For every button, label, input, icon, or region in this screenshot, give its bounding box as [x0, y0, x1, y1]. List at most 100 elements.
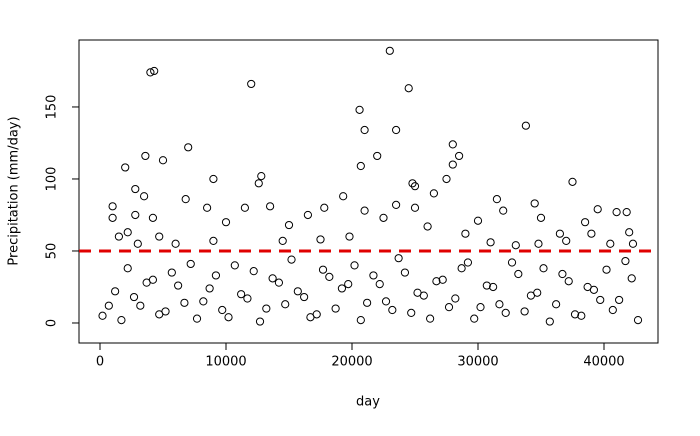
- point: [583, 282, 592, 292]
- point: [593, 205, 602, 214]
- point: [211, 271, 221, 280]
- point: [148, 213, 158, 222]
- point: [114, 232, 124, 241]
- point: [375, 279, 384, 289]
- point: [167, 268, 176, 277]
- point: [432, 277, 441, 286]
- point: [476, 303, 485, 312]
- point: [257, 171, 266, 181]
- point: [98, 311, 107, 320]
- point: [555, 229, 564, 238]
- point: [325, 272, 334, 281]
- point: [473, 216, 483, 225]
- point: [381, 297, 391, 306]
- point: [400, 268, 410, 277]
- point: [577, 311, 586, 320]
- point: [520, 307, 529, 316]
- point: [350, 261, 359, 270]
- point: [511, 241, 520, 250]
- point: [240, 203, 250, 212]
- point: [360, 125, 369, 135]
- point: [306, 313, 315, 322]
- point: [568, 177, 577, 186]
- point: [545, 317, 554, 326]
- point: [356, 161, 365, 171]
- point: [615, 295, 624, 305]
- point: [203, 203, 212, 212]
- x-tick-label: 40000: [583, 355, 624, 370]
- point: [150, 66, 159, 76]
- point: [612, 207, 621, 217]
- point: [180, 298, 189, 307]
- point: [224, 313, 233, 322]
- point: [492, 195, 501, 204]
- point: [278, 236, 287, 245]
- point: [530, 199, 539, 208]
- point: [237, 290, 246, 299]
- x-tick-label: 20000: [331, 355, 372, 370]
- point: [344, 279, 353, 289]
- point: [521, 121, 530, 130]
- point: [391, 125, 401, 135]
- point: [287, 255, 296, 264]
- point: [131, 184, 140, 194]
- point: [539, 264, 548, 273]
- point: [536, 213, 546, 222]
- point: [558, 269, 567, 279]
- point: [457, 264, 466, 273]
- point: [507, 258, 517, 267]
- point: [293, 287, 302, 296]
- y-tick-label: 150: [45, 95, 60, 120]
- point: [533, 288, 542, 297]
- point: [199, 297, 208, 306]
- point: [454, 151, 464, 161]
- point: [266, 202, 275, 211]
- point: [360, 206, 369, 215]
- point: [121, 163, 130, 172]
- y-tick-label: 100: [45, 167, 60, 192]
- point: [249, 267, 258, 276]
- point: [501, 308, 510, 318]
- point: [499, 206, 508, 215]
- point: [108, 202, 117, 211]
- point: [423, 222, 432, 231]
- point: [442, 174, 451, 184]
- point: [221, 218, 231, 227]
- point: [621, 256, 630, 266]
- point: [633, 316, 643, 325]
- point: [337, 284, 347, 293]
- point: [627, 274, 636, 283]
- point: [489, 282, 498, 292]
- point: [448, 140, 457, 149]
- point: [158, 156, 168, 165]
- point: [570, 310, 580, 319]
- point: [451, 294, 460, 303]
- point: [448, 160, 457, 169]
- point: [534, 239, 543, 248]
- point: [625, 228, 634, 237]
- point: [345, 232, 354, 241]
- x-tick-label: 0: [96, 355, 104, 370]
- point: [419, 291, 428, 300]
- point: [463, 258, 473, 267]
- point: [363, 298, 372, 307]
- point: [356, 316, 365, 325]
- point: [410, 203, 420, 212]
- point: [303, 210, 313, 220]
- point: [123, 228, 132, 237]
- point: [146, 68, 155, 77]
- point: [209, 236, 218, 245]
- x-tick-label: 10000: [205, 355, 246, 370]
- point: [564, 277, 573, 286]
- point: [429, 189, 438, 198]
- point: [444, 303, 454, 312]
- point: [404, 84, 413, 93]
- point: [385, 46, 394, 55]
- point: [254, 179, 263, 188]
- point: [320, 203, 329, 212]
- y-tick-label: 50: [45, 243, 60, 260]
- point: [181, 195, 190, 204]
- point: [186, 259, 195, 269]
- point: [141, 151, 150, 161]
